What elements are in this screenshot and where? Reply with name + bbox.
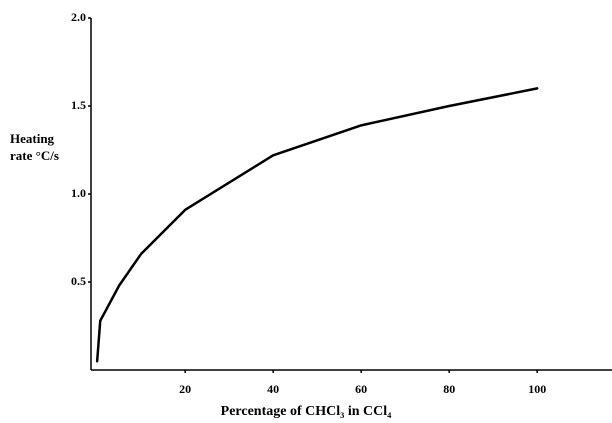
x-tick-label: 40	[267, 382, 279, 396]
y-tick-label: 1.5	[71, 98, 86, 112]
y-tick-label: 0.5	[71, 274, 86, 288]
y-tick-label: 2.0	[71, 10, 86, 24]
y-tick-label: 1.0	[71, 186, 86, 200]
curve	[95, 87, 539, 363]
y-axis-label: rate °C/s	[10, 148, 59, 163]
y-axis-label: Heating	[10, 131, 55, 146]
x-tick-label: 20	[179, 382, 191, 396]
x-tick-label: 60	[355, 382, 367, 396]
x-tick-label: 100	[528, 382, 546, 396]
x-axis-label: Percentage of CHCl₃ in CCl₄	[221, 404, 392, 419]
x-tick-label: 80	[443, 382, 455, 396]
